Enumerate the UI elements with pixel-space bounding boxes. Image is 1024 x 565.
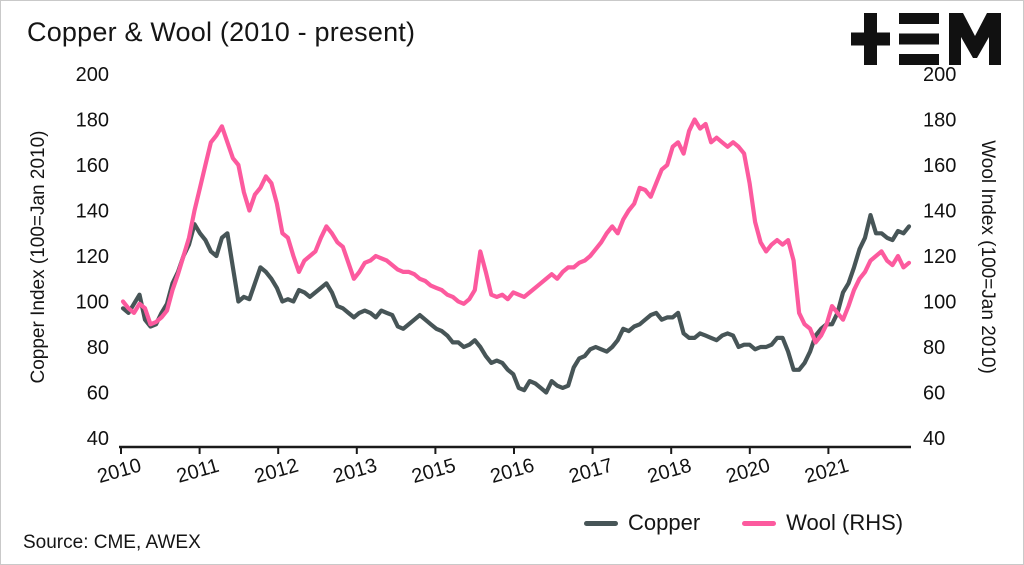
left-y-tick-label: 120 [76, 246, 109, 268]
series-line-copper [120, 213, 912, 395]
right-y-tick-label: 100 [923, 292, 956, 314]
logo-plus-horizontal [851, 32, 890, 46]
left-y-tick-label: 180 [76, 110, 109, 132]
chart-title: Copper & Wool (2010 - present) [27, 17, 416, 47]
right-y-tick-label: 140 [923, 201, 956, 223]
legend-item-wool: Wool (RHS) [742, 510, 903, 536]
legend-swatch-copper [584, 520, 618, 526]
x-tick-label: 2012 [252, 455, 301, 488]
right-y-tick-label: 80 [923, 337, 945, 359]
x-tick-label: 2017 [567, 455, 616, 488]
logo-bar-top [899, 13, 939, 24]
series-line-wool-rhs [120, 117, 912, 345]
legend-swatch-wool [742, 520, 777, 526]
x-tick-label: 2021 [802, 455, 851, 488]
x-tick-label: 2011 [174, 455, 221, 488]
tem-logo [851, 13, 1001, 65]
right-y-tick-label: 160 [923, 155, 956, 177]
logo-bar-bottom [899, 54, 939, 65]
right-y-tick-label: 180 [923, 110, 956, 132]
left-y-tick-label: 100 [76, 292, 109, 314]
left-y-tick-label: 160 [76, 155, 109, 177]
x-tick-label: 2018 [645, 455, 694, 488]
legend-label-copper: Copper [628, 510, 701, 535]
x-tick-label: 2013 [331, 455, 380, 488]
left-y-tick-label: 40 [87, 428, 109, 450]
tem-logo-graphic [851, 13, 1001, 65]
right-y-tick-label: 60 [923, 383, 945, 405]
legend: Copper Wool (RHS) [584, 510, 903, 536]
legend-item-copper: Copper [584, 510, 700, 536]
left-y-tick-label: 140 [76, 201, 109, 223]
x-tick-label: 2016 [488, 455, 537, 488]
right-y-tick-label: 40 [923, 428, 945, 450]
logo-bar-middle [899, 33, 939, 45]
x-tick-label: 2010 [95, 455, 144, 488]
left-y-tick-label: 60 [87, 383, 109, 405]
x-tick-label: 2015 [409, 455, 458, 488]
source-note: Source: CME, AWEX [23, 532, 201, 553]
legend-label-wool: Wool (RHS) [786, 510, 904, 535]
left-y-tick-label: 80 [87, 337, 109, 359]
left-y-tick-label: 200 [76, 64, 109, 86]
right-y-tick-label: 200 [923, 64, 956, 86]
right-y-tick-label: 120 [923, 246, 956, 268]
x-tick-label: 2020 [724, 455, 773, 488]
logo-letter-m [949, 13, 1001, 65]
